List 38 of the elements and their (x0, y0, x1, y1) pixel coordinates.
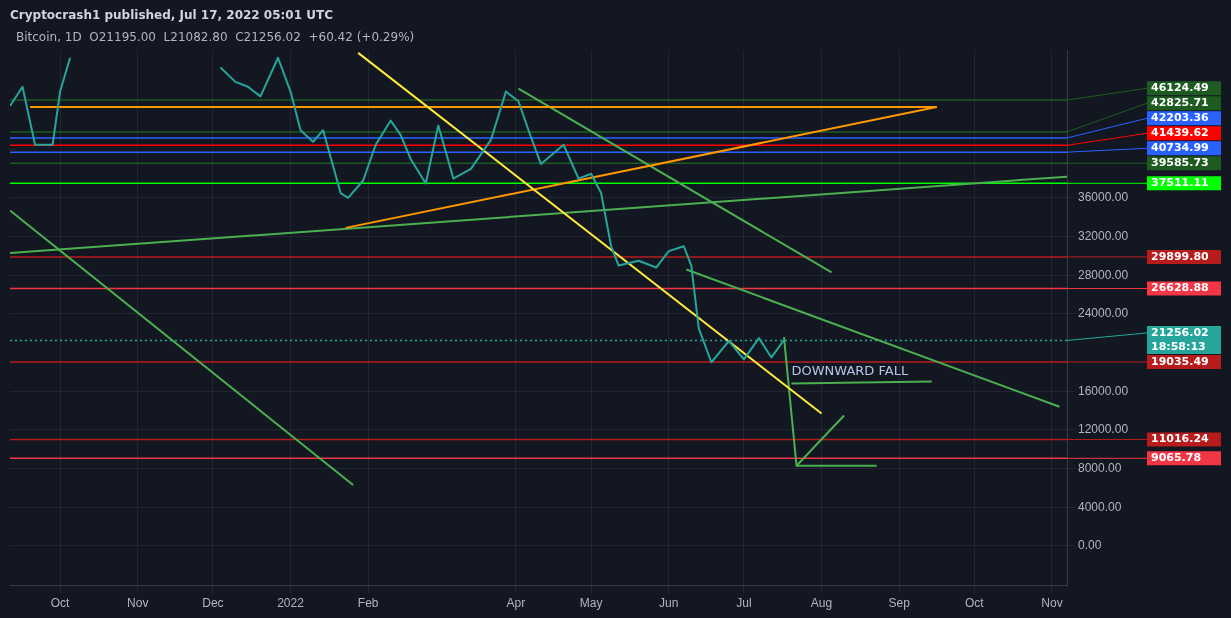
y-tick-label: 28000.00 (1078, 267, 1129, 282)
chart-subtitle: Bitcoin, 1D O21195.00 L21082.80 C21256.02 +60.42 (+0.29%) (16, 30, 415, 44)
x-tick-label: Jun (659, 596, 679, 611)
x-tick-label: Dec (202, 596, 224, 611)
y-tick-label: 16000.00 (1078, 383, 1129, 398)
y-tick-label: 24000.00 (1078, 306, 1129, 321)
ref-line-label: 29899.80 (1151, 249, 1210, 263)
x-tick-label: 2022 (277, 596, 305, 611)
x-tick-label: May (579, 596, 603, 611)
x-tick-label: Oct (964, 596, 985, 611)
x-tick-label: Nov (127, 596, 149, 611)
ref-line-label: 42203.36 (1151, 111, 1210, 125)
ref-line-label: 19035.49 (1151, 354, 1209, 368)
y-tick-label: 36000.00 (1078, 190, 1129, 205)
ref-line-label: 9065.78 (1151, 451, 1202, 465)
ref-line-label: 11016.24 (1151, 432, 1210, 446)
y-tick-label: 4000.00 (1078, 499, 1122, 514)
ref-line-label: 39585.73 (1151, 156, 1209, 170)
x-tick-label: Sep (888, 596, 911, 611)
y-tick-label: 0.00 (1078, 538, 1102, 553)
ref-line-label: 46124.49 (1151, 81, 1209, 95)
x-tick-label: Oct (50, 596, 71, 611)
annotation: DOWNWARD FALL (791, 362, 909, 378)
ref-line-label: 41439.62 (1151, 126, 1209, 140)
ref-line-label: 40734.99 (1151, 141, 1209, 155)
ref-line-label: 26628.88 (1151, 281, 1209, 295)
x-tick-label: Apr (506, 596, 526, 611)
ref-line-label: 42825.71 (1151, 96, 1209, 110)
y-tick-label: 32000.00 (1078, 228, 1129, 243)
x-tick-label: Jul (736, 596, 752, 611)
x-tick-label: Feb (357, 596, 379, 611)
y-tick-label: 8000.00 (1078, 460, 1122, 475)
x-tick-label: Aug (810, 596, 833, 611)
x-tick-label: Nov (1041, 596, 1063, 611)
chart-title: Cryptocrash1 published, Jul 17, 2022 05:01 UTC (9, 7, 334, 24)
ref-line-label: 37511.11 (1151, 176, 1209, 190)
ref-line-label: 21256.02 18:58:13 (1151, 325, 1209, 353)
y-tick-label: 12000.00 (1078, 422, 1129, 437)
